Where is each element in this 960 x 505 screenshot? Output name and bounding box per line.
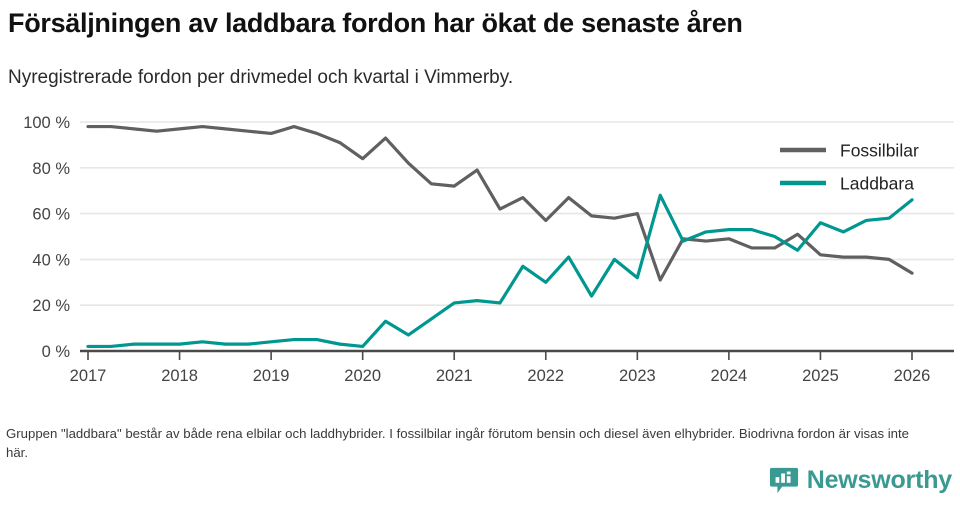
gridlines [80,121,954,353]
x-axis-tick-label: 2026 [894,367,931,385]
brand-name: Newsworthy [806,466,952,494]
x-axis-tick-label: 2017 [70,367,107,385]
x-axis-tick-label: 2021 [436,367,473,385]
series-line-fossilbilar [86,124,914,282]
chart-legend: Fossilbilar Laddbara [780,141,919,194]
newsworthy-bar-chart-bubble-icon [769,467,798,494]
legend-label-fossilbilar: Fossilbilar [840,141,919,161]
series-line-laddbara [86,193,914,349]
legend-label-laddbara: Laddbara [840,174,914,194]
chart-plot-area: 0 % 20 % 40 % 60 % 80 % 100 % 2017 2018 2019 202… [0,104,960,404]
chart-subtitle: Nyregistrerade fordon per drivmedel och … [8,67,514,88]
x-axis-tick-label: 2022 [527,367,564,385]
x-axis-tick-label: 2019 [253,367,290,385]
y-axis-tick-label: 100 % [23,114,70,132]
x-axis-tick-label: 2023 [619,367,656,385]
chart-footnote: Gruppen "laddbara" består av både rena e… [6,426,909,460]
page-title: Försäljningen av laddbara fordon har öka… [8,8,743,38]
y-axis-tick-label: 60 % [32,206,70,224]
y-axis-tick-label: 0 % [42,343,71,361]
x-axis-tick-labels: 2017 2018 2019 2020 2021 2022 2023 2024 2025 2026 [70,367,931,385]
data-series-lines [86,124,914,349]
x-axis-tick-label: 2025 [802,367,839,385]
y-axis-tick-labels: 0 % 20 % 40 % 60 % 80 % 100 % [23,114,70,361]
x-axis-ticks [87,351,913,360]
y-axis-tick-label: 80 % [32,160,70,178]
y-axis-tick-label: 40 % [32,251,70,269]
x-axis-tick-label: 2018 [161,367,198,385]
x-axis-tick-label: 2024 [711,367,748,385]
x-axis-tick-label: 2020 [344,367,381,385]
y-axis-tick-label: 20 % [32,297,70,315]
line-chart: 0 % 20 % 40 % 60 % 80 % 100 % 2017 2018 2019 202… [23,114,954,385]
newsworthy-brand[interactable]: Newsworthy [769,465,952,495]
